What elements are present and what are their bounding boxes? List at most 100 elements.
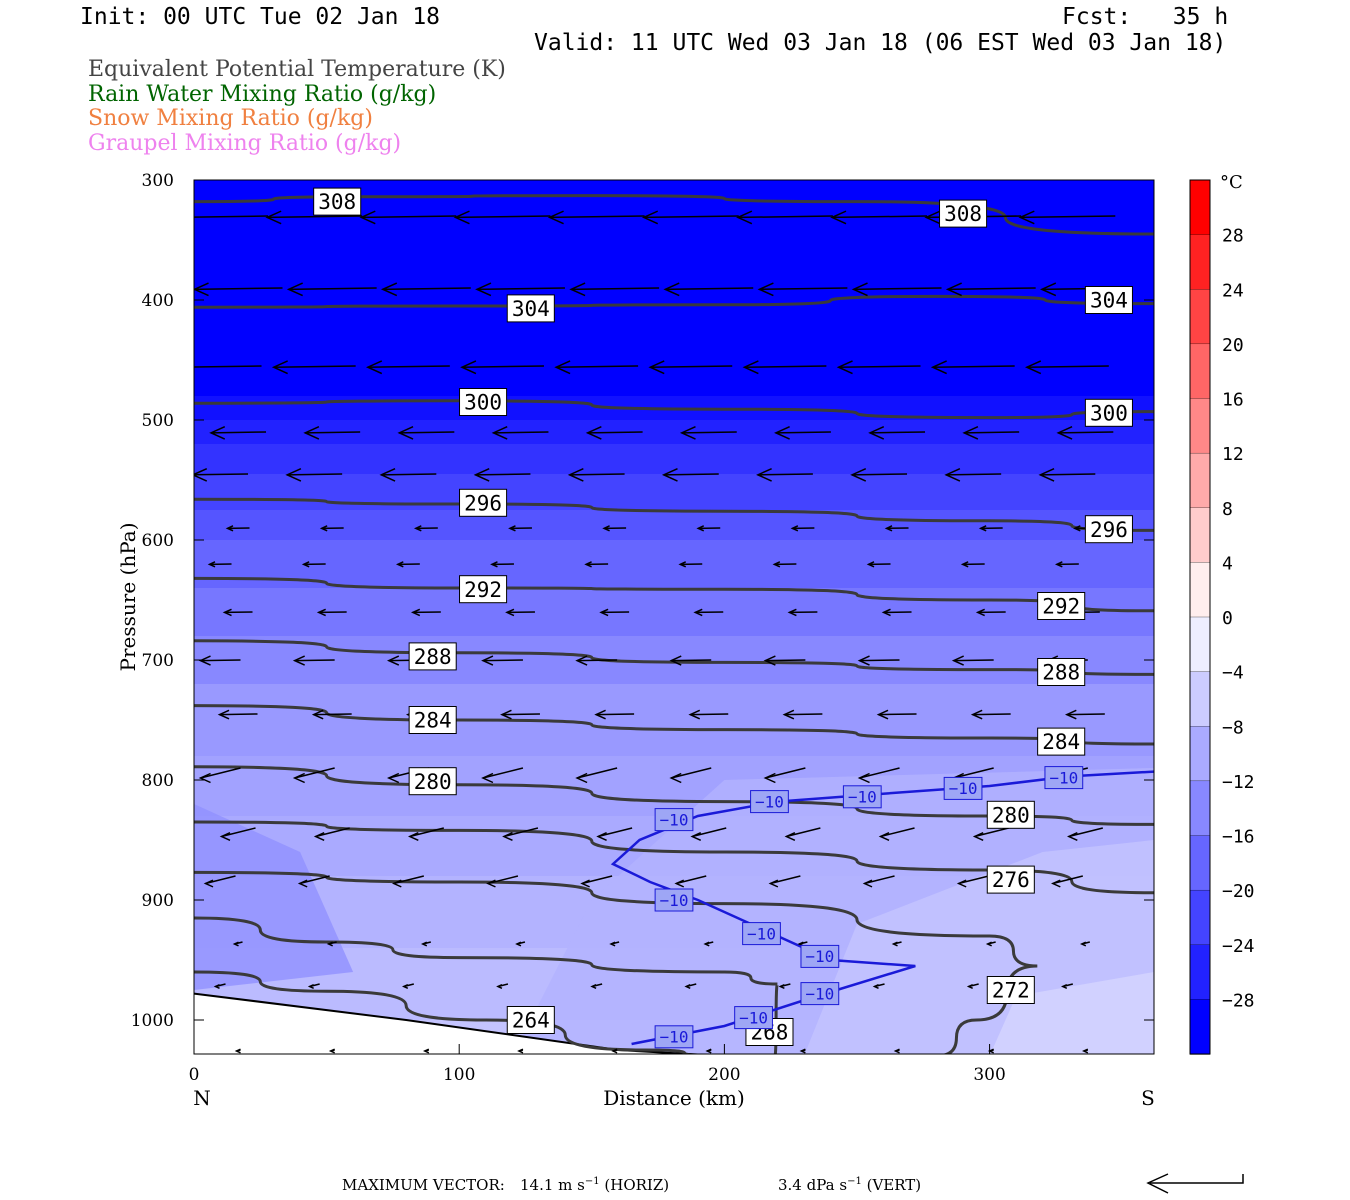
wind-vector xyxy=(978,525,1003,532)
isotherm-label: −10 xyxy=(654,1025,694,1049)
wind-vector-shaft xyxy=(299,875,330,885)
wind-vector-head xyxy=(850,467,867,482)
wind-vector-shaft xyxy=(786,827,821,838)
wind-vector-head xyxy=(866,561,875,568)
theta-e-label-box xyxy=(459,388,508,416)
isotherm-label-text: −10 xyxy=(949,779,978,798)
colorbar-cell xyxy=(1189,452,1211,509)
wind-vector-shaft xyxy=(194,473,249,476)
colorbar-tick-label: −8 xyxy=(1222,717,1244,738)
wind-vector-shaft xyxy=(784,713,823,716)
wind-vector xyxy=(945,282,1036,297)
wind-vector xyxy=(868,425,926,440)
isotherm-label-text: −10 xyxy=(739,1008,768,1027)
wind-vector xyxy=(602,525,627,532)
wind-vector-shaft xyxy=(880,827,915,838)
isotherm-label-box xyxy=(800,944,840,968)
field-legend-graupel: Graupel Mixing Ratio (g/kg) xyxy=(88,131,402,156)
wind-vector-shaft xyxy=(267,215,363,219)
contour-labels: 308 308 304 304 300 300 296 296 292 292 288 288 284 2… xyxy=(313,187,1133,1049)
wind-vector xyxy=(836,360,921,375)
wind-vector-head xyxy=(602,525,610,532)
wind-vector xyxy=(584,561,609,568)
wind-vector xyxy=(490,561,514,568)
temp-band xyxy=(194,510,1154,541)
wind-vector-head xyxy=(502,831,513,842)
wind-vector xyxy=(599,608,630,617)
wind-vector-head xyxy=(1018,210,1035,225)
isotherm-label: −10 xyxy=(800,982,840,1006)
wind-vector-head xyxy=(265,210,282,225)
wind-vector-shaft xyxy=(194,215,269,218)
wind-vector-shaft xyxy=(1040,473,1096,476)
wind-vector xyxy=(365,360,450,375)
wind-vector-head xyxy=(515,941,522,947)
wind-vector-head xyxy=(674,879,685,888)
colorbar: 28 24 20 16 12 8 4 0 −4 −8 −12 −16 −20 −24 −28 °C xyxy=(1189,172,1255,1055)
wind-vector-shaft xyxy=(953,659,994,662)
wind-vector-head xyxy=(285,467,302,482)
wind-vector xyxy=(850,467,908,482)
wind-vector-head xyxy=(1056,425,1073,440)
wind-vector xyxy=(505,608,535,617)
theta-e-label-text: 296 xyxy=(1090,518,1128,542)
wind-vector-head xyxy=(481,772,494,784)
wind-vector xyxy=(782,709,823,720)
wind-vector-head xyxy=(319,525,328,532)
reference-vector-shaft xyxy=(1150,1174,1244,1184)
wind-vector-head xyxy=(271,360,288,375)
wind-vector-head xyxy=(924,210,941,225)
theta-e-label: 296 xyxy=(459,488,508,517)
wind-vector-shaft xyxy=(1058,431,1114,434)
theta-e-label-text: 308 xyxy=(944,202,982,226)
temperature-contour xyxy=(610,770,1154,1046)
y-axis-label: Pressure (hPa) xyxy=(116,523,140,672)
wind-vector-head xyxy=(517,1048,524,1054)
wind-vector-head xyxy=(693,608,703,617)
wind-vector-shaft xyxy=(455,215,551,219)
wind-vector xyxy=(316,608,347,617)
wind-vector-head xyxy=(496,984,503,989)
wind-vector-shaft xyxy=(587,431,643,434)
wind-vector-head xyxy=(774,425,790,440)
field-legend-theta-e: Equivalent Potential Temperature (K) xyxy=(88,57,506,82)
wind-vector xyxy=(1066,827,1103,842)
wind-vector xyxy=(669,655,712,666)
wind-vector xyxy=(696,525,721,532)
wind-vector-head xyxy=(508,525,516,532)
theta-e-label-text: 300 xyxy=(1090,401,1128,425)
wind-vector xyxy=(1050,875,1083,888)
wind-vector-head xyxy=(316,608,326,617)
colorbar-tick-label: 0 xyxy=(1222,608,1233,629)
wind-vector-head xyxy=(599,608,609,617)
isotherm-label-box xyxy=(750,790,789,814)
isotherm-label-text: −10 xyxy=(660,810,689,829)
wind-vector xyxy=(830,210,928,225)
wind-vector-shaft xyxy=(853,287,942,291)
wind-vector-head xyxy=(1050,879,1061,888)
wind-vector-head xyxy=(782,709,795,720)
max-vector-label: MAXIMUM VECTOR: xyxy=(342,1176,505,1194)
wind-vector xyxy=(496,983,509,989)
wind-vector-head xyxy=(609,941,616,947)
wind-vector-head xyxy=(213,984,220,989)
wind-vector xyxy=(292,655,335,666)
colorbar-cell xyxy=(1189,562,1211,618)
wind-vector xyxy=(878,827,915,842)
wind-vector-shaft xyxy=(852,473,908,476)
wind-vector-shaft xyxy=(972,713,1011,716)
theta-e-label: 276 xyxy=(986,865,1035,894)
wind-vector-head xyxy=(878,831,890,842)
wind-vector-shaft xyxy=(569,473,625,476)
theta-e-label: 308 xyxy=(939,199,988,228)
theta-e-line-264 xyxy=(194,970,699,1054)
wind-vector-shaft xyxy=(221,827,256,838)
wind-vector xyxy=(768,875,801,888)
wind-vector xyxy=(1018,210,1116,225)
colorbar-cell xyxy=(1189,726,1211,782)
wind-vector xyxy=(397,425,455,440)
wind-vector-head xyxy=(292,772,305,784)
wind-vector-head xyxy=(893,1048,900,1054)
wind-vector xyxy=(380,282,471,297)
wind-vector-head xyxy=(297,879,308,888)
